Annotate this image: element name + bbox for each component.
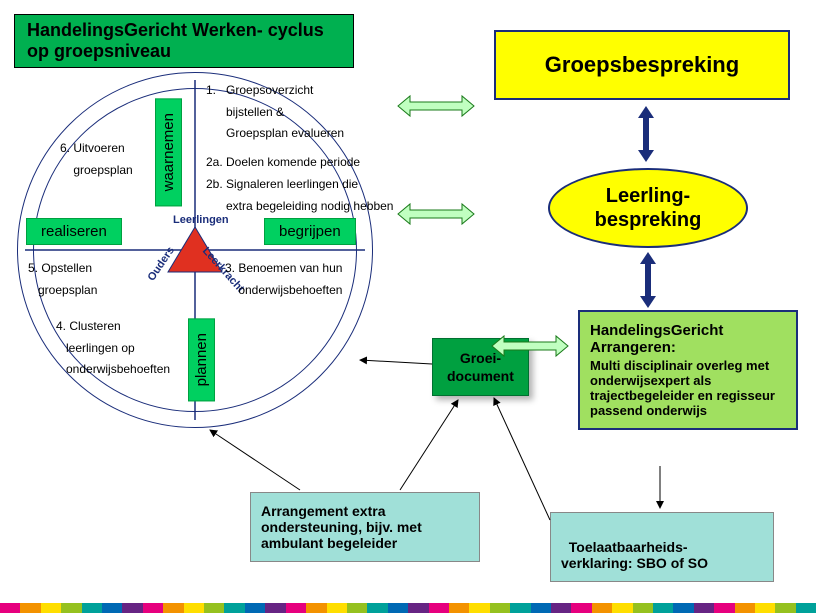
bottom-color-bar (0, 603, 816, 613)
thin-arrows (0, 0, 816, 613)
